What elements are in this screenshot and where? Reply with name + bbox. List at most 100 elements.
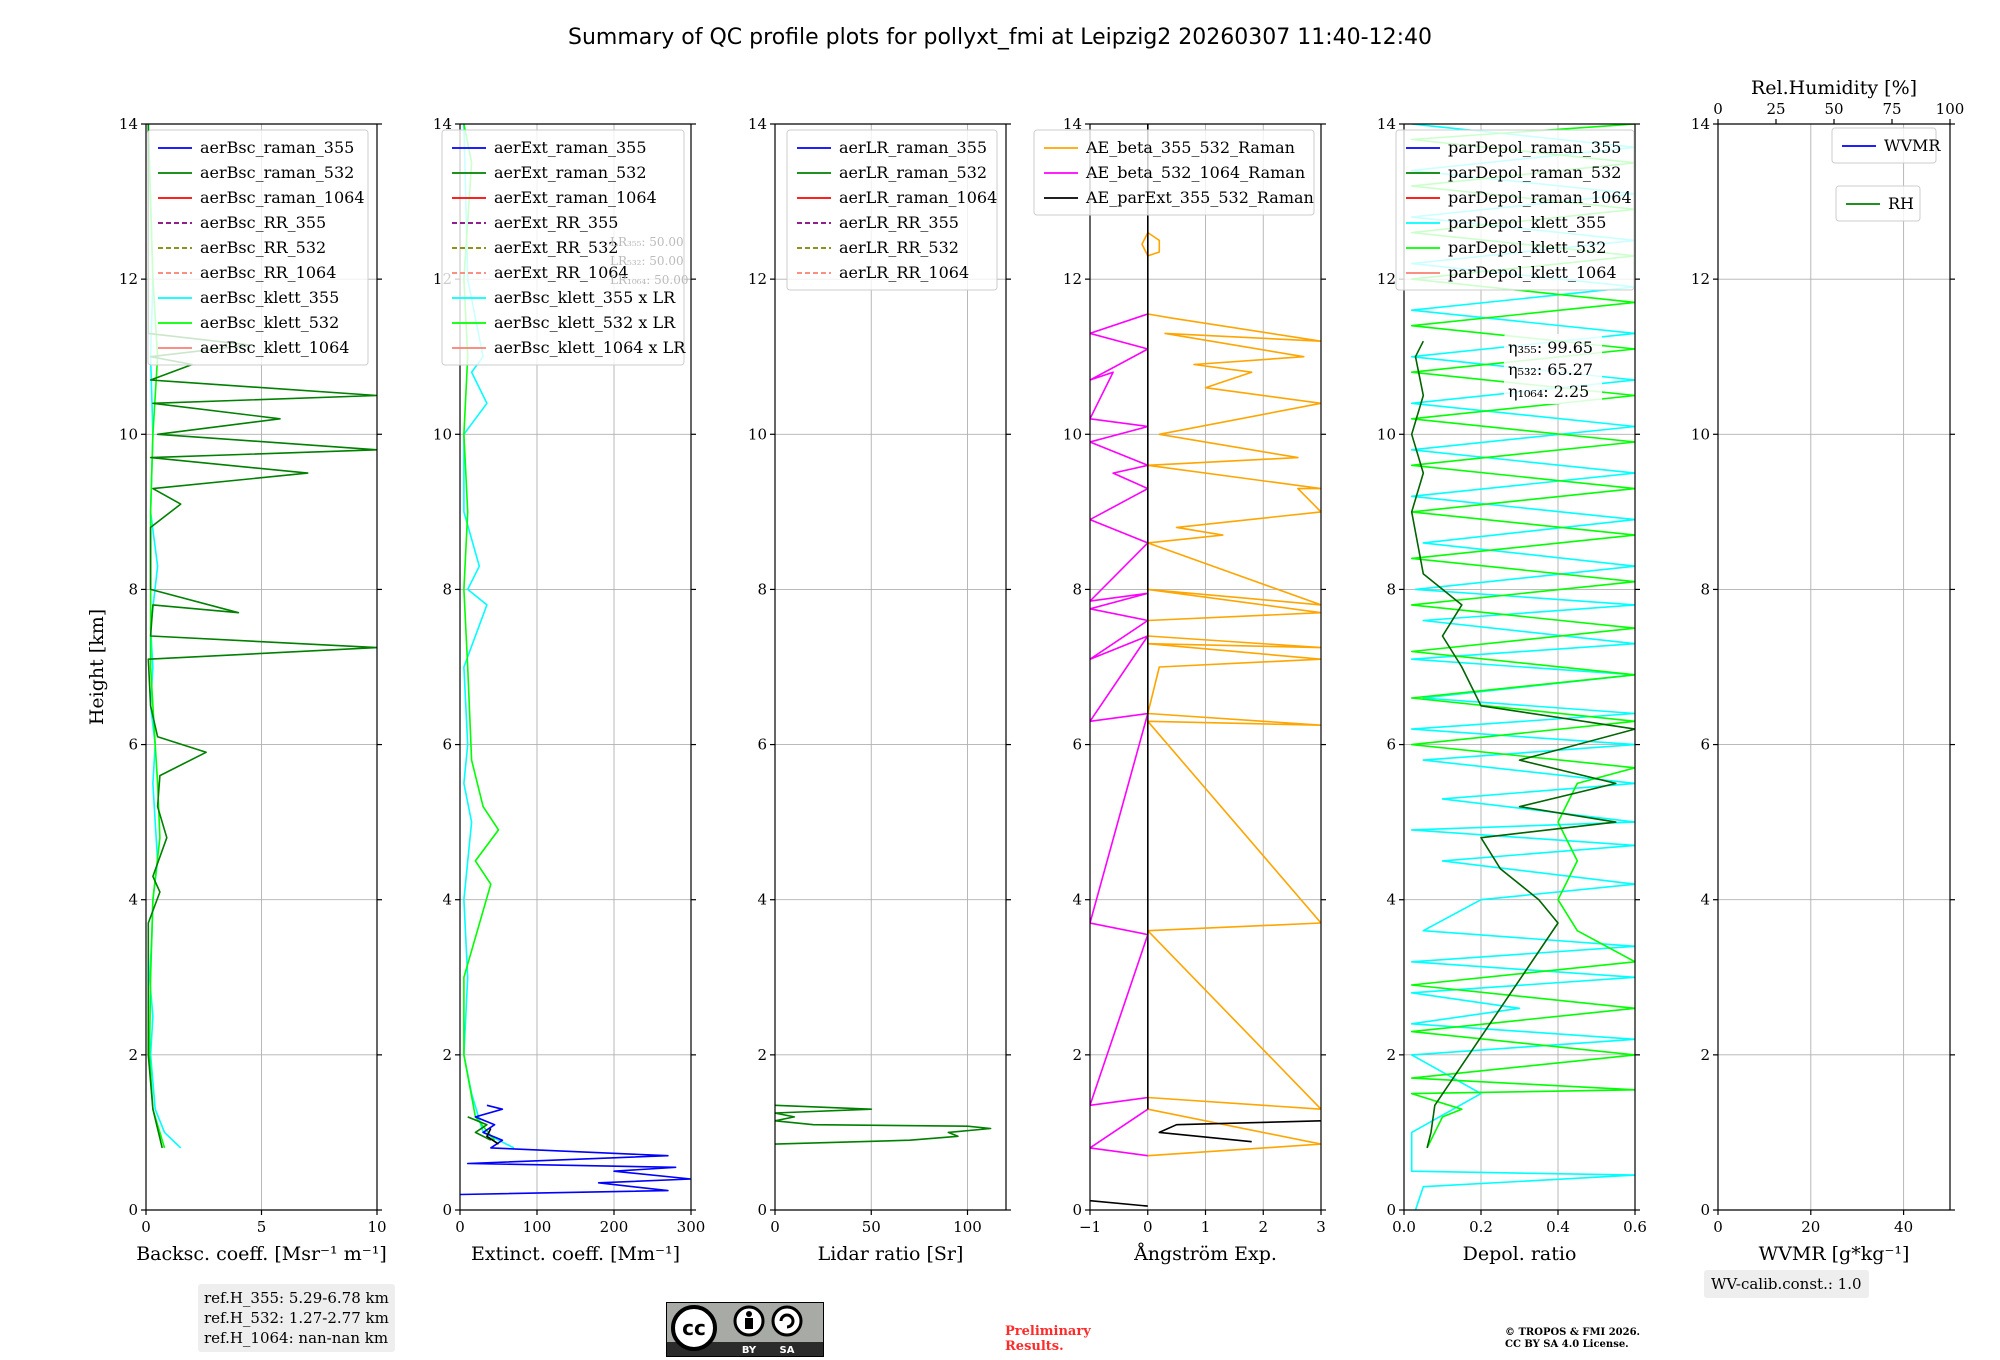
legend-label: aerLR_raman_1064	[839, 188, 997, 207]
xtick-label: 0	[455, 1218, 465, 1236]
top-tick-label: 0	[1713, 100, 1723, 118]
wv-calibration-box: WV-calib.const.: 1.0	[1704, 1270, 1869, 1298]
preliminary-results-note: Preliminary Results.	[1005, 1324, 1091, 1354]
ytick-label: 14	[1377, 115, 1396, 133]
series-aerBsc_klett_355	[147, 124, 182, 1149]
legend-label: aerLR_RR_1064	[839, 263, 969, 282]
legend-label: aerBsc_raman_355	[200, 138, 354, 157]
legend-label: aerExt_raman_355	[494, 138, 647, 157]
top-tick-label: 100	[1936, 100, 1965, 118]
legend-label: parDepol_klett_355	[1448, 213, 1606, 232]
ytick-label: 4	[1700, 891, 1710, 909]
xtick-label: 10	[367, 1218, 386, 1236]
xtick-label: 0.6	[1623, 1218, 1647, 1236]
xtick-label: 0.2	[1469, 1218, 1493, 1236]
series-parDepol_klett_355	[1410, 124, 1635, 1210]
cc-by-sa-license-badge: cc BY SA	[666, 1302, 824, 1357]
ytick-label: 0	[442, 1201, 452, 1219]
ytick-label: 6	[1700, 736, 1710, 754]
series-AE_parExt_355_532_Raman	[1158, 1120, 1321, 1143]
ytick-label: 14	[1063, 115, 1082, 133]
reference-height-box: ref.H_355: 5.29-6.78 km ref.H_532: 1.27-…	[198, 1284, 395, 1352]
series-AE_beta_355_532_Raman	[1147, 313, 1321, 1157]
ytick-label: 6	[757, 736, 767, 754]
ytick-label: 6	[1386, 736, 1396, 754]
xtick-label: 50	[862, 1218, 881, 1236]
legend-label: WVMR	[1884, 136, 1941, 155]
lr-note: LR₃₅₅: 50.00	[610, 235, 684, 249]
ytick-label: 8	[757, 580, 767, 598]
legend-label: RH	[1888, 194, 1914, 213]
ytick-label: 4	[442, 891, 452, 909]
ytick-label: 2	[1386, 1046, 1396, 1064]
ytick-label: 4	[1072, 891, 1082, 909]
panel-lr: 0 2 4 6 8 10 12 14 0 50 100 Lidar ratio [Sr] aerLR_r…	[748, 115, 1011, 1265]
eta-box	[1504, 334, 1602, 404]
sa-mark: SA	[780, 1345, 795, 1356]
ytick-label: 4	[757, 891, 767, 909]
legend-label: AE_beta_355_532_Raman	[1085, 138, 1295, 157]
ytick-label: 10	[433, 425, 452, 443]
series-group	[1090, 124, 1321, 1207]
ref-height-355: ref.H_355: 5.29-6.78 km	[204, 1289, 389, 1307]
x-axis-label: Depol. ratio	[1463, 1243, 1577, 1265]
legend-label: aerBsc_raman_532	[200, 163, 354, 182]
ytick-label: 0	[1700, 1201, 1710, 1219]
legend-label: aerExt_raman_532	[494, 163, 647, 182]
xtick-label: 100	[953, 1218, 982, 1236]
x-axis-label: Backsc. coeff. [Msr⁻¹ m⁻¹]	[136, 1243, 387, 1265]
ytick-label: 2	[1700, 1046, 1710, 1064]
y-axis-label: Height [km]	[86, 609, 108, 725]
x-axis-label: Extinct. coeff. [Mm⁻¹]	[471, 1243, 680, 1265]
legend-box	[1395, 129, 1635, 291]
series-group	[775, 1104, 992, 1145]
ytick-label: 10	[1691, 425, 1710, 443]
ytick-label: 2	[442, 1046, 452, 1064]
eta-note: η₃₅₅: 99.65	[1508, 338, 1593, 357]
legend-label: AE_parExt_355_532_Raman	[1085, 188, 1314, 207]
preliminary-line-2: Results.	[1005, 1339, 1064, 1354]
panel-ext: 024681012140100200300Extinct. coeff. [Mm…	[433, 115, 705, 1265]
ytick-label: 8	[1700, 580, 1710, 598]
ytick-label: 2	[757, 1046, 767, 1064]
ytick-label: 0	[1386, 1201, 1396, 1219]
xtick-label: 100	[523, 1218, 552, 1236]
series-AE_parExt_355_532_Raman_b	[1090, 1199, 1148, 1207]
legend-label: AE_beta_532_1064_Raman	[1085, 163, 1305, 182]
xtick-label: 1	[1201, 1218, 1211, 1236]
ytick-label: 14	[119, 115, 138, 133]
legend-label: parDepol_raman_355	[1448, 138, 1621, 157]
series-aerExt_raman_1064	[486, 1128, 499, 1145]
xtick-label: 40	[1894, 1218, 1913, 1236]
legend-label: aerLR_raman_532	[839, 163, 987, 182]
xtick-label: 5	[257, 1218, 267, 1236]
ytick-label: 10	[748, 425, 767, 443]
ytick-label: 14	[1691, 115, 1710, 133]
xtick-label: 0	[770, 1218, 780, 1236]
figure-title: Summary of QC profile plots for pollyxt_…	[568, 25, 1432, 50]
legend-label: aerLR_RR_532	[839, 238, 959, 257]
ytick-label: 4	[1386, 891, 1396, 909]
panel-bsc: 0 2 4 6 8 10 12 14 0 5 10 Backsc. coeff. [Msr⁻¹ m⁻¹…	[86, 115, 387, 1265]
ytick-label: 8	[442, 580, 452, 598]
legend-label: aerExt_RR_355	[494, 213, 618, 232]
eta-note: η₁₀₆₄: 2.25	[1508, 382, 1589, 401]
xtick-label: 0	[141, 1218, 151, 1236]
series-aerBsc_raman_532	[147, 124, 377, 1149]
ytick-label: 12	[748, 270, 767, 288]
ytick-label: 12	[1377, 270, 1396, 288]
lr-note: LR₅₃₂: 50.00	[610, 254, 684, 268]
copyright-line-2: CC BY SA 4.0 License.	[1505, 1339, 1629, 1350]
top-tick-label: 50	[1824, 100, 1843, 118]
ytick-label: 10	[1377, 425, 1396, 443]
top-tick-label: 75	[1882, 100, 1901, 118]
legend-label: aerBsc_klett_1064 x LR	[494, 338, 686, 357]
legend-label: aerLR_raman_355	[839, 138, 987, 157]
legend-label: aerBsc_RR_1064	[200, 263, 336, 282]
ytick-label: 10	[119, 425, 138, 443]
ytick-label: 4	[128, 891, 138, 909]
ytick-label: 8	[128, 580, 138, 598]
ref-height-1064: ref.H_1064: nan-nan km	[204, 1329, 389, 1347]
